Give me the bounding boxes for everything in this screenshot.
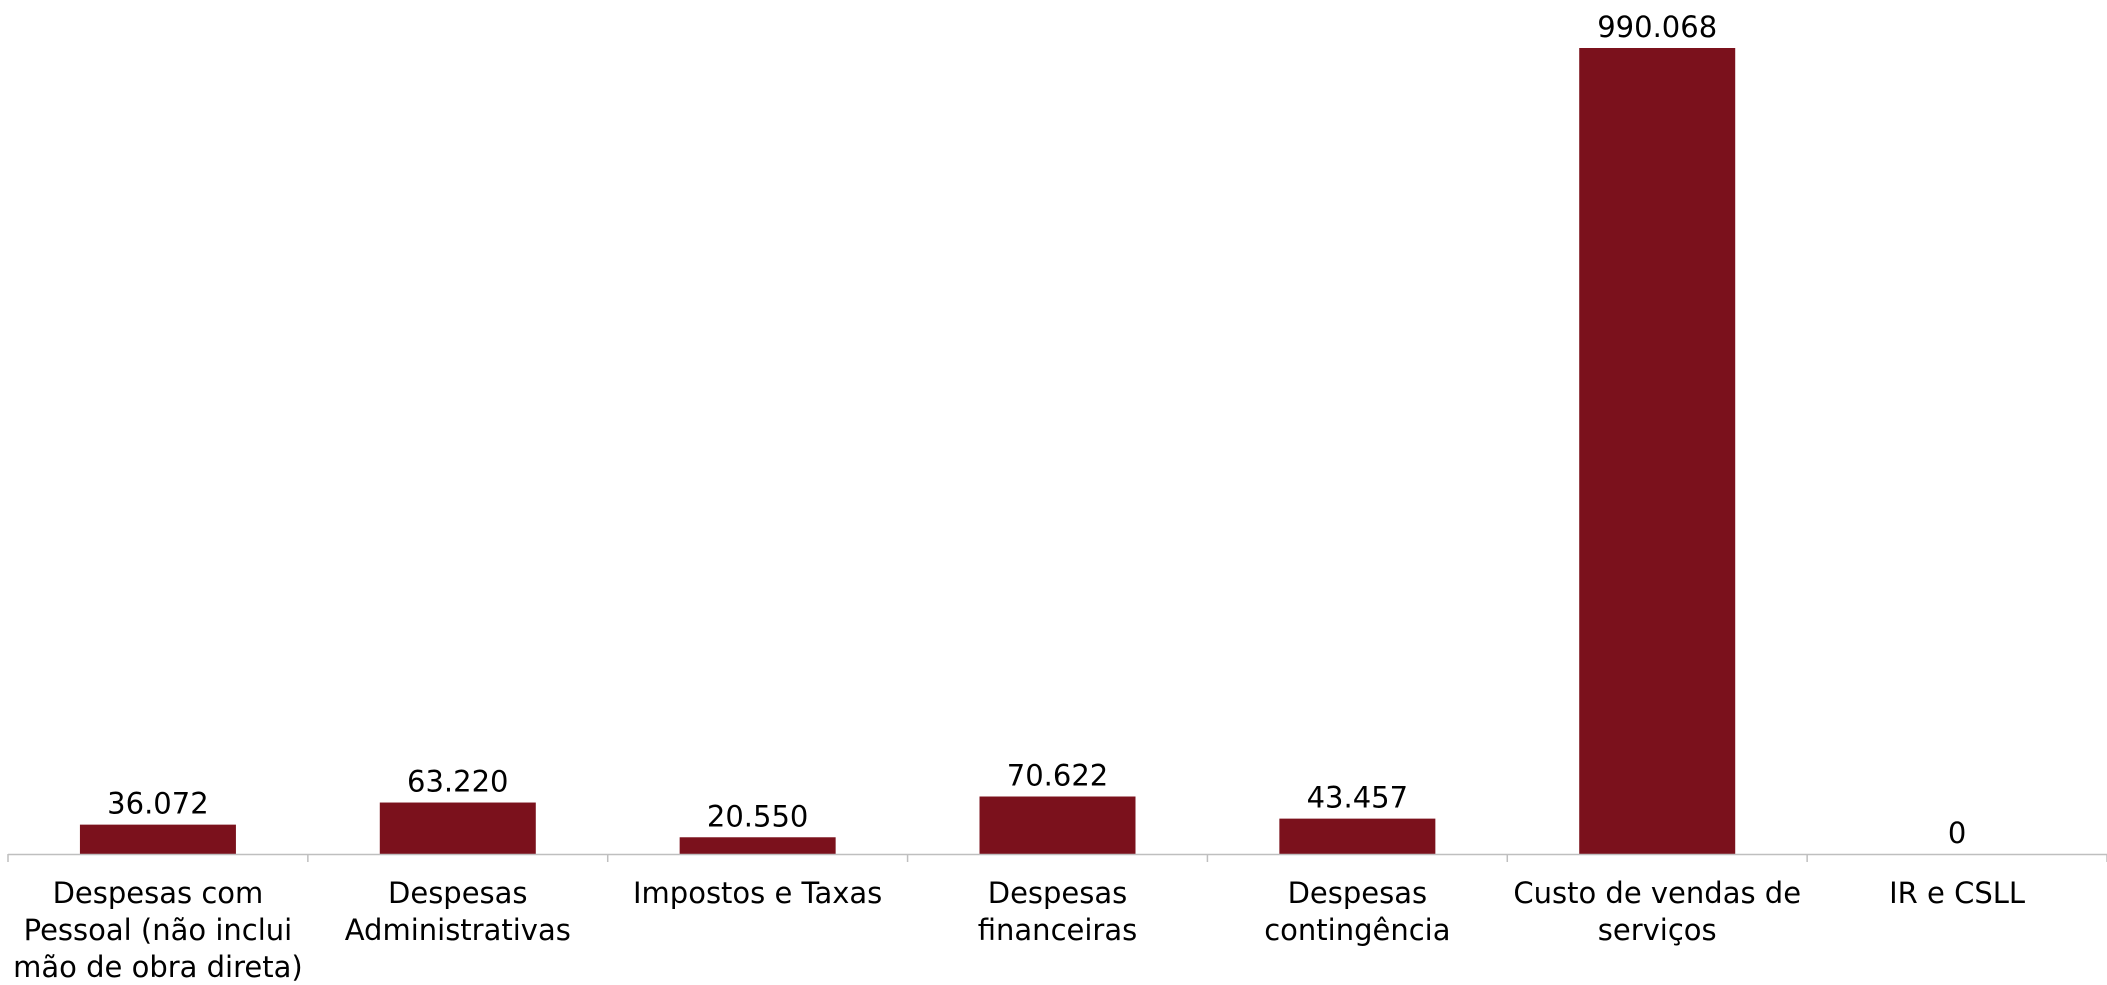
bar-value-label: 70.622 (1007, 759, 1108, 793)
bar-value-label: 36.072 (107, 787, 208, 821)
bar-value-label: 43.457 (1307, 781, 1408, 815)
category-label-line: contingência (1264, 913, 1450, 947)
category-label-line: Despesas (988, 876, 1128, 910)
bar (79, 824, 236, 854)
bar-value-label: 990.068 (1597, 10, 1717, 44)
category-label-line: Pessoal (não inclui (24, 913, 293, 947)
bar (1579, 48, 1736, 854)
category-label-line: financeiras (978, 913, 1137, 947)
category-labels-group: Despesas com Pessoal (não inclui mão de ob… (13, 876, 2025, 984)
bar-value-label: 20.550 (707, 799, 808, 833)
category-label: Despesas Administrativas (345, 876, 571, 947)
category-label: IR e CSLL (1889, 876, 2025, 910)
category-label-line: Despesas (388, 876, 528, 910)
bar (379, 802, 536, 854)
category-label-line: Despesas (1288, 876, 1428, 910)
category-label: Custo de vendas de serviços (1513, 876, 1801, 947)
bar-value-label: 0 (1948, 816, 1966, 850)
category-label: Impostos e Taxas (633, 876, 882, 910)
bar-value-label: 63.220 (407, 765, 508, 799)
category-label: Despesas com Pessoal (não inclui mão de ob… (13, 876, 303, 984)
category-label: Despesas financeiras (978, 876, 1137, 947)
category-label-line: serviços (1598, 913, 1717, 947)
category-label-line: mão de obra direta) (13, 950, 303, 984)
category-label: Despesas contingência (1264, 876, 1450, 947)
category-label-line: IR e CSLL (1889, 876, 2025, 910)
category-label-line: Impostos e Taxas (633, 876, 882, 910)
value-labels-group: 36.072 63.220 20.550 70.622 43.457 990.068 0 (107, 10, 1966, 850)
bar (679, 837, 836, 854)
category-label-line: Despesas com (53, 876, 264, 910)
x-axis-ticks-group (7, 854, 2107, 862)
category-label-line: Administrativas (345, 913, 571, 947)
bars-group (79, 48, 1736, 854)
category-label-line: Custo de vendas de (1513, 876, 1801, 910)
bar (979, 796, 1136, 854)
bar (1279, 818, 1436, 854)
